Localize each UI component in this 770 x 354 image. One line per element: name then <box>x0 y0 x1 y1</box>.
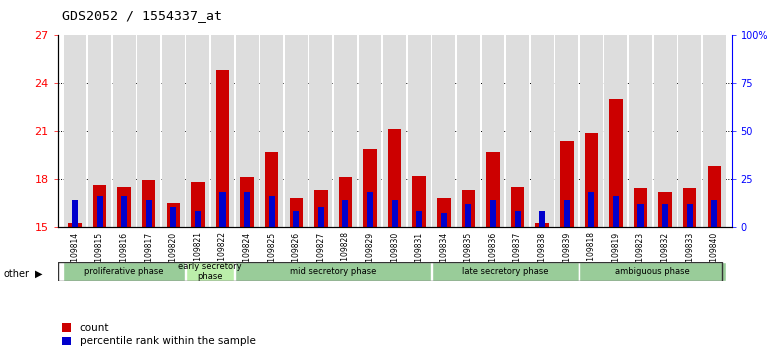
Text: late secretory phase: late secretory phase <box>462 267 548 276</box>
Bar <box>490 200 496 227</box>
Bar <box>711 200 718 227</box>
Bar <box>555 35 578 227</box>
Bar <box>634 188 648 227</box>
Bar <box>62 262 185 281</box>
Bar <box>431 262 578 281</box>
Bar <box>683 188 696 227</box>
Bar <box>367 192 373 227</box>
Bar <box>383 35 406 227</box>
Bar <box>481 35 504 227</box>
Bar <box>186 35 209 227</box>
Bar <box>269 196 275 227</box>
Bar <box>334 35 357 227</box>
Bar <box>93 185 106 227</box>
Bar <box>244 192 250 227</box>
Bar <box>285 35 308 227</box>
Bar <box>433 35 455 227</box>
Bar <box>678 35 701 227</box>
Bar <box>359 35 381 227</box>
Bar <box>531 35 554 227</box>
Bar <box>137 35 160 227</box>
Bar <box>318 207 324 227</box>
Text: ambiguous phase: ambiguous phase <box>615 267 690 276</box>
Bar <box>64 35 86 227</box>
Bar <box>514 211 521 227</box>
Bar <box>195 211 201 227</box>
Bar <box>290 198 303 227</box>
Bar <box>219 192 226 227</box>
Text: mid secretory phase: mid secretory phase <box>290 267 377 276</box>
Bar <box>408 35 430 227</box>
Bar <box>462 190 475 227</box>
Bar <box>72 200 78 227</box>
Text: GDS2052 / 1554337_at: GDS2052 / 1554337_at <box>62 9 222 22</box>
Bar <box>535 223 549 227</box>
Bar <box>121 196 127 227</box>
Bar <box>604 35 628 227</box>
Bar <box>388 130 401 227</box>
Bar <box>506 35 529 227</box>
Bar <box>162 35 185 227</box>
Bar <box>236 35 259 227</box>
Bar <box>216 70 229 227</box>
Bar <box>343 200 349 227</box>
Bar <box>69 223 82 227</box>
Bar <box>293 211 300 227</box>
Bar <box>240 177 254 227</box>
Bar <box>363 149 377 227</box>
Bar <box>457 35 480 227</box>
Bar <box>560 141 574 227</box>
Bar <box>708 166 721 227</box>
Bar <box>166 202 180 227</box>
Bar <box>96 196 102 227</box>
Bar <box>260 35 283 227</box>
Bar <box>638 204 644 227</box>
Bar <box>654 35 677 227</box>
Bar <box>703 35 725 227</box>
Bar <box>170 207 176 227</box>
Text: other: other <box>3 269 29 279</box>
Bar <box>609 99 623 227</box>
Legend: count, percentile rank within the sample: count, percentile rank within the sample <box>58 319 259 350</box>
Bar <box>416 211 422 227</box>
Bar <box>629 35 652 227</box>
Bar <box>235 262 431 281</box>
Bar <box>265 152 279 227</box>
Bar <box>146 200 152 227</box>
Bar <box>580 35 603 227</box>
Bar <box>191 182 205 227</box>
Text: proliferative phase: proliferative phase <box>85 267 164 276</box>
Bar <box>339 177 352 227</box>
Text: early secretory
phase: early secretory phase <box>179 262 242 281</box>
Bar <box>392 200 397 227</box>
Text: ▶: ▶ <box>35 269 43 279</box>
Bar <box>112 35 136 227</box>
Bar <box>486 152 500 227</box>
Bar <box>117 187 131 227</box>
Bar <box>511 187 524 227</box>
Bar <box>186 262 234 281</box>
Bar <box>465 204 471 227</box>
Bar <box>687 204 693 227</box>
Bar <box>613 196 619 227</box>
Bar <box>437 198 450 227</box>
Bar <box>413 176 426 227</box>
Bar <box>584 133 598 227</box>
Bar <box>142 181 156 227</box>
Bar <box>539 211 545 227</box>
Bar <box>211 35 234 227</box>
Bar <box>314 190 327 227</box>
Bar <box>579 262 726 281</box>
Bar <box>588 192 594 227</box>
Bar <box>88 35 111 227</box>
Bar <box>658 192 672 227</box>
Bar <box>662 204 668 227</box>
Bar <box>564 200 570 227</box>
Bar <box>310 35 333 227</box>
Bar <box>440 213 447 227</box>
